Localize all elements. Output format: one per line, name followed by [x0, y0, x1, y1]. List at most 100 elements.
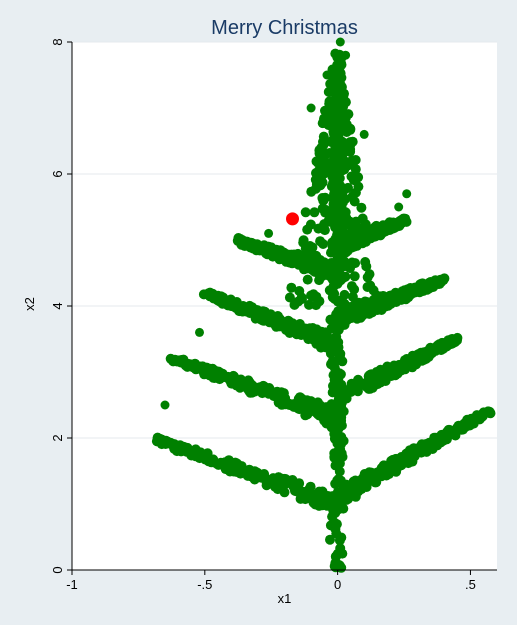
tree-point: [226, 374, 236, 384]
y-tick-label: 6: [50, 170, 65, 177]
tree-point: [369, 295, 379, 305]
tree-point: [244, 470, 254, 480]
tree-point: [351, 217, 361, 227]
tree-point: [325, 216, 335, 226]
tree-point: [195, 328, 204, 337]
tree-point: [332, 145, 342, 155]
tree-point: [303, 275, 313, 285]
tree-point: [317, 156, 327, 166]
tree-point: [307, 242, 317, 252]
tree-point: [336, 38, 345, 47]
tree-point: [365, 269, 375, 279]
tree-point: [294, 286, 304, 296]
tree-point: [347, 156, 357, 166]
tree-point: [264, 229, 273, 238]
tree-point: [440, 431, 450, 441]
tree-point: [345, 124, 355, 134]
tree-point: [250, 240, 260, 250]
tree-point: [301, 207, 311, 217]
tree-point: [349, 284, 359, 294]
tree-point: [294, 321, 304, 331]
tree-point: [307, 104, 316, 113]
tree-point: [311, 330, 321, 340]
tree-point: [341, 51, 350, 60]
tree-point: [421, 445, 431, 455]
tree-point: [190, 359, 200, 369]
tree-point: [330, 168, 340, 178]
tree-point: [402, 189, 411, 198]
y-tick-label: 2: [50, 434, 65, 441]
tree-point: [306, 482, 316, 492]
tree-point: [345, 137, 355, 147]
tree-point: [169, 356, 179, 366]
tree-point: [340, 290, 350, 300]
tree-point: [216, 295, 226, 305]
tree-point: [330, 420, 340, 430]
tree-point: [256, 473, 266, 483]
tree-point: [313, 397, 323, 407]
tree-point: [268, 252, 278, 262]
tree-point: [330, 449, 340, 459]
tree-point: [218, 371, 228, 381]
tree-point: [317, 500, 327, 510]
tree-point: [350, 197, 360, 207]
tree-point: [350, 271, 360, 281]
tree-point: [393, 368, 403, 378]
tree-point: [302, 225, 312, 235]
tree-point: [161, 401, 170, 410]
tree-point: [317, 193, 327, 203]
tree-point: [368, 371, 378, 381]
tree-point: [333, 274, 343, 284]
tree-point: [363, 282, 373, 292]
tree-point: [318, 239, 328, 249]
tree-point: [403, 292, 413, 302]
tree-point: [479, 408, 488, 417]
x-tick-label: 0: [334, 577, 341, 592]
tree-point: [391, 467, 401, 477]
tree-point: [346, 239, 356, 249]
tree-point: [267, 316, 277, 326]
tree-point: [236, 378, 246, 388]
tree-point: [350, 258, 360, 268]
tree-point: [318, 204, 328, 214]
x-tick-label: -.5: [197, 577, 212, 592]
tree-point: [376, 225, 386, 235]
tree-point: [376, 377, 386, 387]
tree-point: [333, 117, 343, 127]
tree-point: [351, 164, 361, 174]
tree-point: [248, 308, 258, 318]
tree-point: [333, 559, 343, 569]
tree-point: [333, 409, 343, 419]
tree-point: [273, 472, 283, 482]
tree-point: [193, 448, 203, 458]
tree-point: [293, 297, 303, 307]
tree-point: [176, 444, 186, 454]
tree-point: [358, 300, 368, 310]
tree-point: [391, 454, 401, 464]
tree-point: [391, 297, 401, 307]
tree-point: [436, 339, 446, 349]
tree-point: [274, 396, 284, 406]
tree-point: [311, 300, 321, 310]
tree-point: [273, 484, 283, 494]
tree-point: [340, 184, 350, 194]
tree-point: [314, 145, 324, 155]
tree-point: [259, 241, 269, 251]
tree-point: [397, 215, 407, 225]
tree-point: [424, 346, 434, 356]
tree-point: [300, 410, 310, 420]
x-tick-label: -1: [66, 577, 78, 592]
tree-point: [349, 381, 359, 391]
y-tick-label: 0: [50, 566, 65, 573]
y-tick-label: 4: [50, 302, 65, 309]
tree-point: [324, 108, 334, 118]
tree-point: [235, 306, 245, 316]
x-tick-label: .5: [465, 577, 476, 592]
tree-point: [309, 261, 319, 271]
tree-point: [332, 311, 342, 321]
tree-point: [210, 458, 220, 468]
tree-point: [299, 255, 309, 265]
tree-point: [309, 498, 319, 508]
tree-point: [326, 97, 336, 107]
tree-point: [459, 421, 469, 431]
